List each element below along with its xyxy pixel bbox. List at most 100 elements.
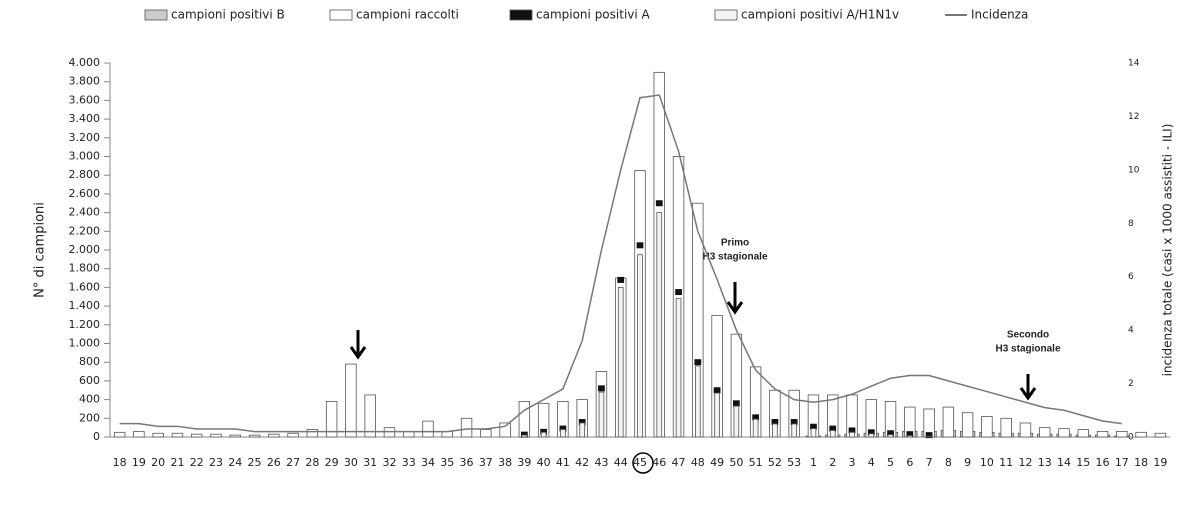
x-tick-label: 3 [849, 456, 856, 469]
line [119, 94, 1122, 433]
x-tick-label: 1 [810, 456, 817, 469]
bar [636, 242, 644, 249]
x-tick-label: 36 [460, 456, 474, 469]
bar [521, 434, 528, 438]
legend-label: campioni raccolti [356, 8, 459, 22]
legend-swatch [509, 9, 533, 21]
bar [229, 434, 241, 438]
bar [675, 289, 682, 296]
bar [790, 419, 798, 426]
bar [1077, 429, 1089, 438]
legend-swatch [714, 9, 738, 21]
bar [637, 254, 643, 438]
bar [713, 387, 721, 394]
x-tick-label: 19 [1153, 456, 1167, 469]
bar [675, 298, 682, 438]
bar [598, 391, 605, 438]
x-tick-label: 35 [440, 456, 454, 469]
bar [961, 412, 974, 438]
bar [248, 434, 261, 438]
bar [520, 431, 528, 438]
bar [480, 429, 492, 438]
x-tick-label: 20 [151, 456, 165, 469]
bar [1058, 428, 1070, 438]
annotation: H3 stagionale [995, 344, 1060, 355]
x-tick-label: 41 [556, 456, 570, 469]
bar [849, 431, 855, 438]
y-tick-label: 4.000 [69, 56, 101, 69]
bar [191, 433, 203, 438]
x-tick-label: 34 [421, 456, 435, 469]
bar [1000, 417, 1012, 438]
bar [732, 400, 740, 407]
bar [772, 423, 778, 438]
bar [829, 430, 836, 438]
x-tick-label: 21 [170, 456, 184, 469]
x-tick-label: 23 [209, 456, 223, 469]
x-tick-label: 40 [537, 456, 551, 469]
y-tick-label: 1.400 [69, 299, 101, 312]
bar [867, 429, 875, 436]
annotation: H3 stagionale [702, 252, 767, 263]
bar [1154, 432, 1167, 438]
x-tick-label: 19 [132, 456, 146, 469]
x-tick-label: 11 [999, 456, 1013, 469]
x-tick-label: 16 [1096, 456, 1110, 469]
x-tick-label: 52 [768, 456, 782, 469]
bar [306, 429, 319, 438]
bar [887, 434, 894, 438]
y-tick-label: 1.800 [69, 262, 101, 275]
bar [810, 423, 817, 430]
x-tick-label: 47 [672, 456, 686, 469]
bar [540, 431, 547, 438]
x-tick-label: 9 [964, 456, 971, 469]
x-tick-label: 38 [498, 456, 512, 469]
bar [1019, 422, 1032, 438]
bar [906, 431, 914, 438]
y-axis-title: N° di campioni [33, 202, 48, 298]
arrow [726, 282, 744, 315]
y2-tick-label: 2 [1128, 379, 1134, 389]
x-tick-label: 18 [1134, 456, 1148, 469]
bar [810, 428, 817, 438]
y2-tick-label: 6 [1128, 272, 1134, 282]
bar [694, 359, 702, 366]
bar [499, 422, 511, 438]
y-tick-label: 2.200 [69, 224, 101, 237]
y-tick-label: 3.400 [69, 112, 101, 125]
x-tick-label: 32 [382, 456, 396, 469]
annotation: Secondo [1007, 330, 1049, 341]
bar [752, 414, 760, 421]
x-tick-label: 24 [228, 456, 242, 469]
bar [578, 419, 586, 426]
bar [540, 428, 548, 435]
x-tick-label: 5 [887, 456, 894, 469]
x-tick-label: 7 [926, 456, 933, 469]
y2-axis-title: incidenza totale (casi x 1000 assistiti … [1161, 124, 1175, 377]
legend-label: campioni positivi A/H1N1v [741, 8, 899, 22]
arrow [349, 330, 367, 360]
x-tick-label: 44 [614, 456, 628, 469]
y-tick-label: 200 [79, 411, 100, 424]
bar [1039, 427, 1051, 438]
bar [598, 385, 605, 392]
x-tick-label: 28 [305, 456, 319, 469]
bar [656, 212, 663, 438]
x-tick-label: 31 [363, 456, 377, 469]
y-tick-label: 2.800 [69, 168, 101, 181]
bar [559, 425, 567, 432]
y2-tick-label: 14 [1128, 59, 1140, 69]
bar [848, 427, 856, 434]
bar [714, 392, 720, 438]
y-tick-label: 3.200 [69, 131, 101, 144]
y-tick-label: 2.000 [69, 243, 101, 256]
x-tick-label: 4 [868, 456, 875, 469]
bar [868, 433, 875, 438]
bar [113, 431, 126, 438]
bar [422, 420, 434, 438]
annotation: Primo [721, 238, 749, 249]
x-tick-label: 33 [402, 456, 416, 469]
legend-label: Incidenza [971, 8, 1028, 22]
bar [907, 435, 913, 438]
bar [926, 435, 932, 438]
